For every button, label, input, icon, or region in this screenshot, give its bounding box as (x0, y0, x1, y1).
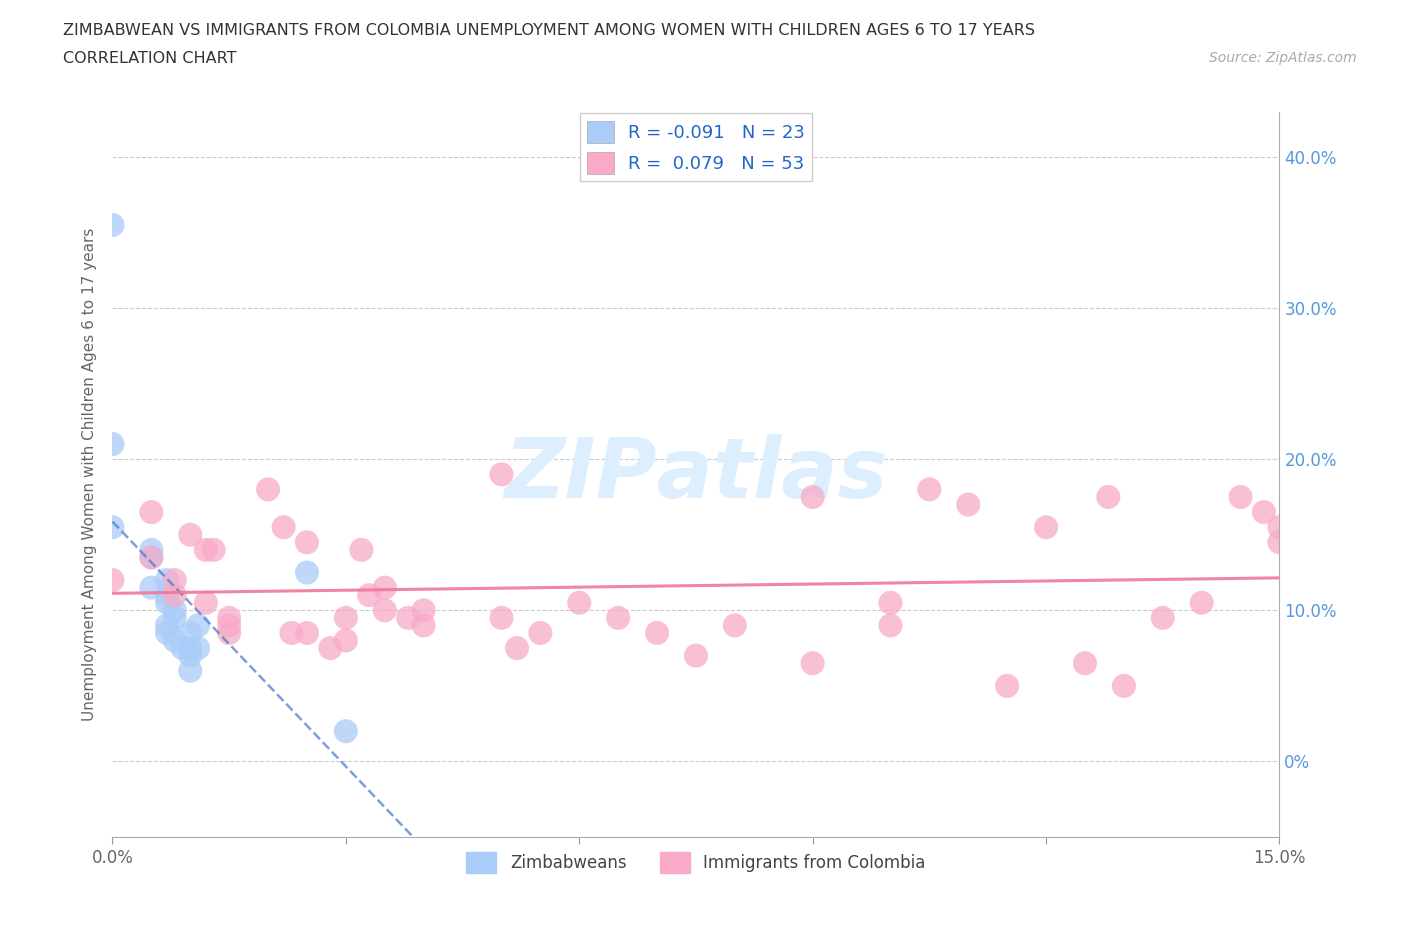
Point (141, 505, 163, 520)
Point (412, 603, 434, 618)
Point (172, 641, 194, 656)
Point (1097, 489, 1119, 504)
Point (1152, 610, 1174, 625)
Point (724, 618, 747, 633)
Text: Source: ZipAtlas.com: Source: ZipAtlas.com (1209, 51, 1357, 65)
Point (1112, 679, 1135, 694)
Point (685, 648, 707, 663)
Point (194, 542, 217, 557)
Point (412, 618, 434, 633)
Point (141, 550, 163, 565)
Point (374, 580, 396, 595)
Point (101, 437, 124, 452)
Point (879, 618, 901, 633)
Point (194, 595, 217, 610)
Point (568, 595, 591, 610)
Point (141, 550, 163, 565)
Point (156, 588, 179, 603)
Point (918, 482, 941, 497)
Point (645, 626, 668, 641)
Point (179, 626, 201, 641)
Point (957, 497, 980, 512)
Point (491, 467, 513, 482)
Point (163, 573, 186, 588)
Point (101, 573, 124, 588)
Point (879, 595, 901, 610)
Point (187, 618, 209, 633)
Point (1268, 535, 1291, 550)
Point (218, 618, 240, 633)
Point (359, 588, 381, 603)
Point (1268, 520, 1291, 535)
Point (179, 663, 201, 678)
Point (335, 610, 357, 625)
Point (801, 656, 824, 671)
Point (257, 482, 280, 497)
Point (163, 610, 186, 625)
Text: CORRELATION CHART: CORRELATION CHART (63, 51, 236, 66)
Point (1035, 520, 1057, 535)
Point (350, 542, 373, 557)
Point (141, 580, 163, 595)
Point (156, 618, 179, 633)
Point (202, 542, 225, 557)
Point (280, 626, 302, 641)
Point (163, 588, 186, 603)
Point (319, 641, 342, 656)
Y-axis label: Unemployment Among Women with Children Ages 6 to 17 years: Unemployment Among Women with Children A… (82, 228, 97, 721)
Point (179, 648, 201, 663)
Point (141, 542, 163, 557)
Point (529, 626, 551, 641)
Point (335, 724, 357, 738)
Point (101, 218, 124, 232)
Point (801, 489, 824, 504)
Point (1229, 489, 1251, 504)
Point (374, 603, 396, 618)
Legend: Zimbabweans, Immigrants from Colombia: Zimbabweans, Immigrants from Colombia (460, 845, 932, 880)
Point (273, 520, 295, 535)
Point (506, 641, 529, 656)
Point (335, 633, 357, 648)
Point (156, 595, 179, 610)
Text: ZIP​atlas: ZIP​atlas (505, 433, 887, 515)
Point (995, 679, 1018, 694)
Point (163, 633, 186, 648)
Point (179, 527, 201, 542)
Point (1074, 656, 1097, 671)
Point (295, 535, 318, 550)
Text: ZIMBABWEAN VS IMMIGRANTS FROM COLOMBIA UNEMPLOYMENT AMONG WOMEN WITH CHILDREN AG: ZIMBABWEAN VS IMMIGRANTS FROM COLOMBIA U… (63, 23, 1035, 38)
Point (187, 641, 209, 656)
Point (295, 626, 318, 641)
Point (156, 626, 179, 641)
Point (179, 641, 201, 656)
Point (156, 573, 179, 588)
Point (1191, 595, 1213, 610)
Point (491, 610, 513, 625)
Point (218, 626, 240, 641)
Point (218, 610, 240, 625)
Point (607, 610, 630, 625)
Point (101, 520, 124, 535)
Point (396, 610, 419, 625)
Point (163, 603, 186, 618)
Point (1253, 505, 1275, 520)
Point (295, 565, 318, 580)
